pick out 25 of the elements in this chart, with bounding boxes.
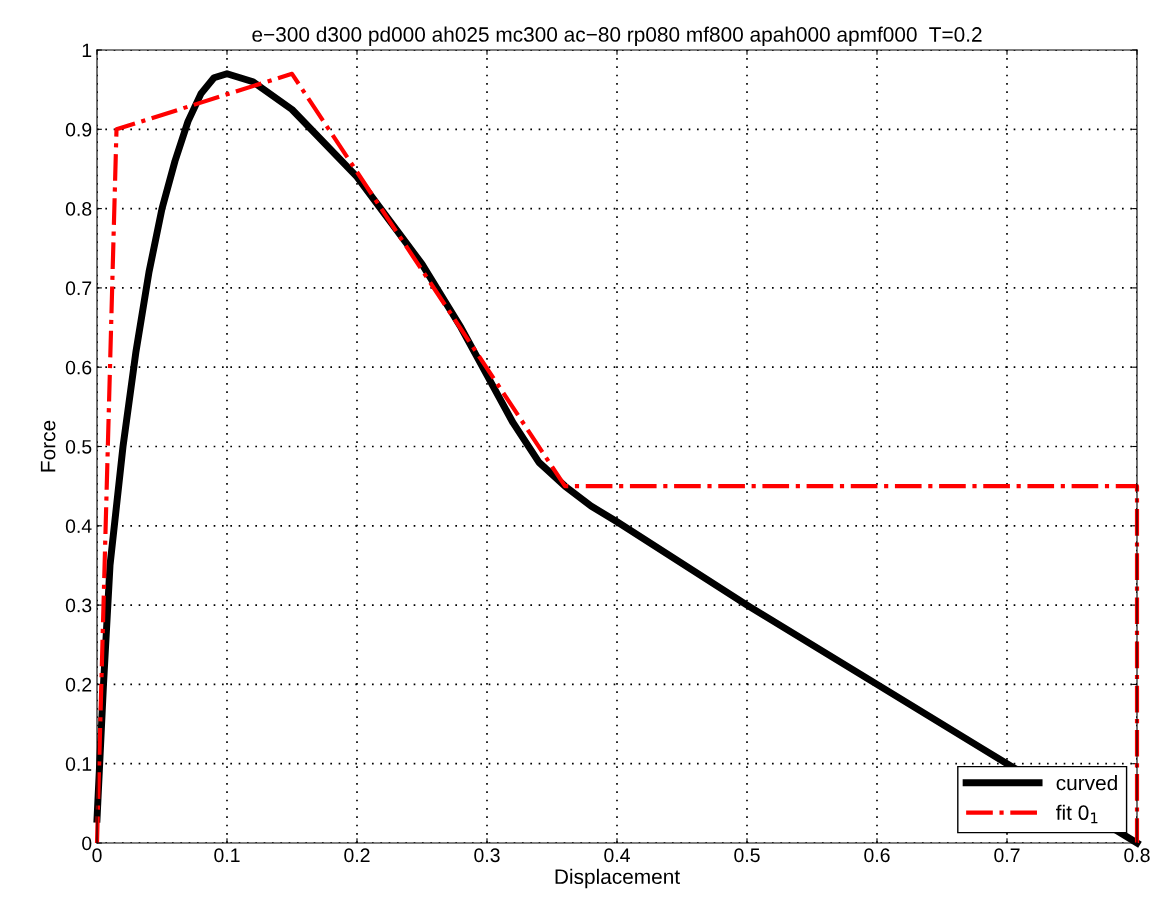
y-tick-label: 0.4 — [65, 519, 92, 534]
y-tick-label: 0.5 — [65, 439, 92, 454]
legend-label: fit 0$_{1}$ — [1056, 804, 1098, 824]
y-tick-label: 0.8 — [65, 202, 92, 216]
x-tick-label: 0.5 — [734, 848, 760, 863]
y-tick-label: 0.1 — [65, 757, 92, 771]
y-axis-title: Force — [40, 420, 56, 472]
y-tick-label: 0.3 — [65, 598, 92, 613]
y-tick-label: 0.2 — [65, 677, 92, 692]
x-axis-title: Displacement — [555, 868, 680, 889]
x-tick-label: 0.4 — [604, 848, 630, 863]
x-tick-label: 0.8 — [1124, 848, 1150, 863]
y-tick-label: 1 — [82, 43, 92, 58]
y-tick-label: 0.6 — [65, 360, 92, 375]
x-tick-label: 0.2 — [344, 848, 370, 863]
y-tick-label: 0.9 — [65, 122, 92, 137]
legend-label: curved — [1056, 774, 1117, 791]
y-tick-label: 0 — [82, 836, 92, 851]
chart-title: e−300 d300 pd000 ah025 mc300 ac−80 rp080 mf800 apah000 apmf000 T=0.2 — [252, 26, 982, 46]
x-tick-label: 0.6 — [864, 848, 890, 863]
x-tick-label: 0.1 — [214, 848, 240, 863]
x-tick-label: 0.3 — [474, 848, 500, 863]
x-tick-label: 0 — [92, 848, 102, 863]
y-tick-label: 0.7 — [65, 281, 92, 296]
x-tick-label: 0.7 — [994, 848, 1020, 863]
